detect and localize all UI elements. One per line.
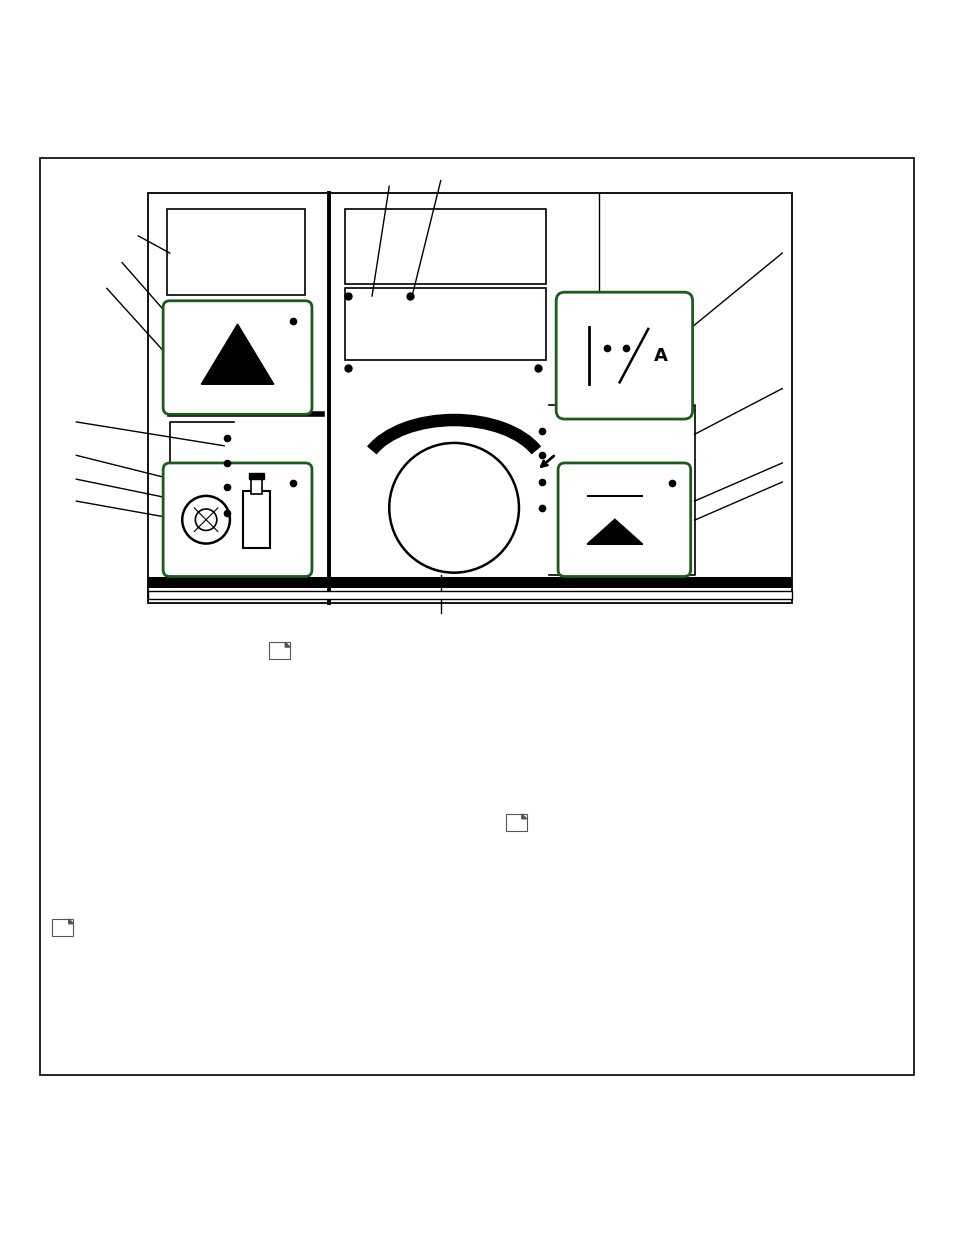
Bar [148,590,791,599]
Bar [505,814,526,831]
Bar [243,492,270,548]
Polygon shape [285,642,290,647]
Bar [148,193,791,603]
Polygon shape [587,520,640,543]
Bar [52,919,73,936]
Bar [269,642,290,659]
FancyBboxPatch shape [558,463,690,577]
Bar [345,288,545,359]
Polygon shape [69,919,73,924]
FancyBboxPatch shape [163,463,312,577]
Bar [249,473,264,479]
Bar [345,209,545,284]
FancyBboxPatch shape [163,301,312,414]
Bar [167,209,305,295]
Bar [251,479,262,494]
Polygon shape [587,496,640,520]
Polygon shape [201,324,274,384]
Bar [148,578,791,588]
Text: A: A [653,347,667,364]
FancyBboxPatch shape [556,293,692,419]
Polygon shape [521,814,526,819]
